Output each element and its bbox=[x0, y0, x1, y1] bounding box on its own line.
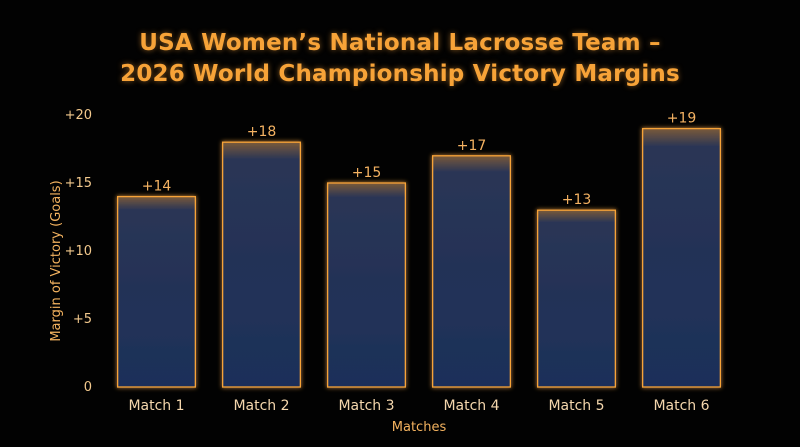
y-axis-label: Margin of Victory (Goals) bbox=[49, 180, 64, 341]
x-tick-label: Match 6 bbox=[653, 398, 709, 414]
y-tick-label: 0 bbox=[84, 380, 92, 395]
y-tick-label: +15 bbox=[65, 176, 92, 191]
bar-value-label: +19 bbox=[667, 111, 697, 127]
y-tick-label: +5 bbox=[73, 312, 92, 327]
x-tick-label: Match 4 bbox=[443, 398, 499, 414]
x-axis-label: Matches bbox=[392, 420, 447, 435]
chart-title-line-1: USA Women’s National Lacrosse Team – bbox=[139, 30, 661, 56]
chart-title-line-2: 2026 World Championship Victory Margins bbox=[120, 61, 680, 87]
x-tick-label: Match 2 bbox=[233, 398, 289, 414]
y-tick-label: +20 bbox=[65, 108, 92, 123]
bar-value-label: +15 bbox=[352, 165, 382, 181]
bar-value-label: +18 bbox=[247, 124, 277, 140]
y-tick-label: +10 bbox=[65, 244, 92, 259]
bar bbox=[326, 182, 406, 388]
x-tick-label: Match 1 bbox=[128, 398, 184, 414]
bar-value-label: +13 bbox=[562, 192, 592, 208]
bar bbox=[642, 127, 722, 388]
x-tick-label: Match 5 bbox=[548, 398, 604, 414]
bar-value-label: +17 bbox=[457, 138, 487, 154]
bar bbox=[431, 155, 511, 388]
bar bbox=[221, 141, 301, 388]
bar bbox=[537, 209, 617, 388]
bar-value-label: +14 bbox=[142, 179, 172, 195]
x-tick-label: Match 3 bbox=[338, 398, 394, 414]
bar bbox=[117, 195, 196, 388]
